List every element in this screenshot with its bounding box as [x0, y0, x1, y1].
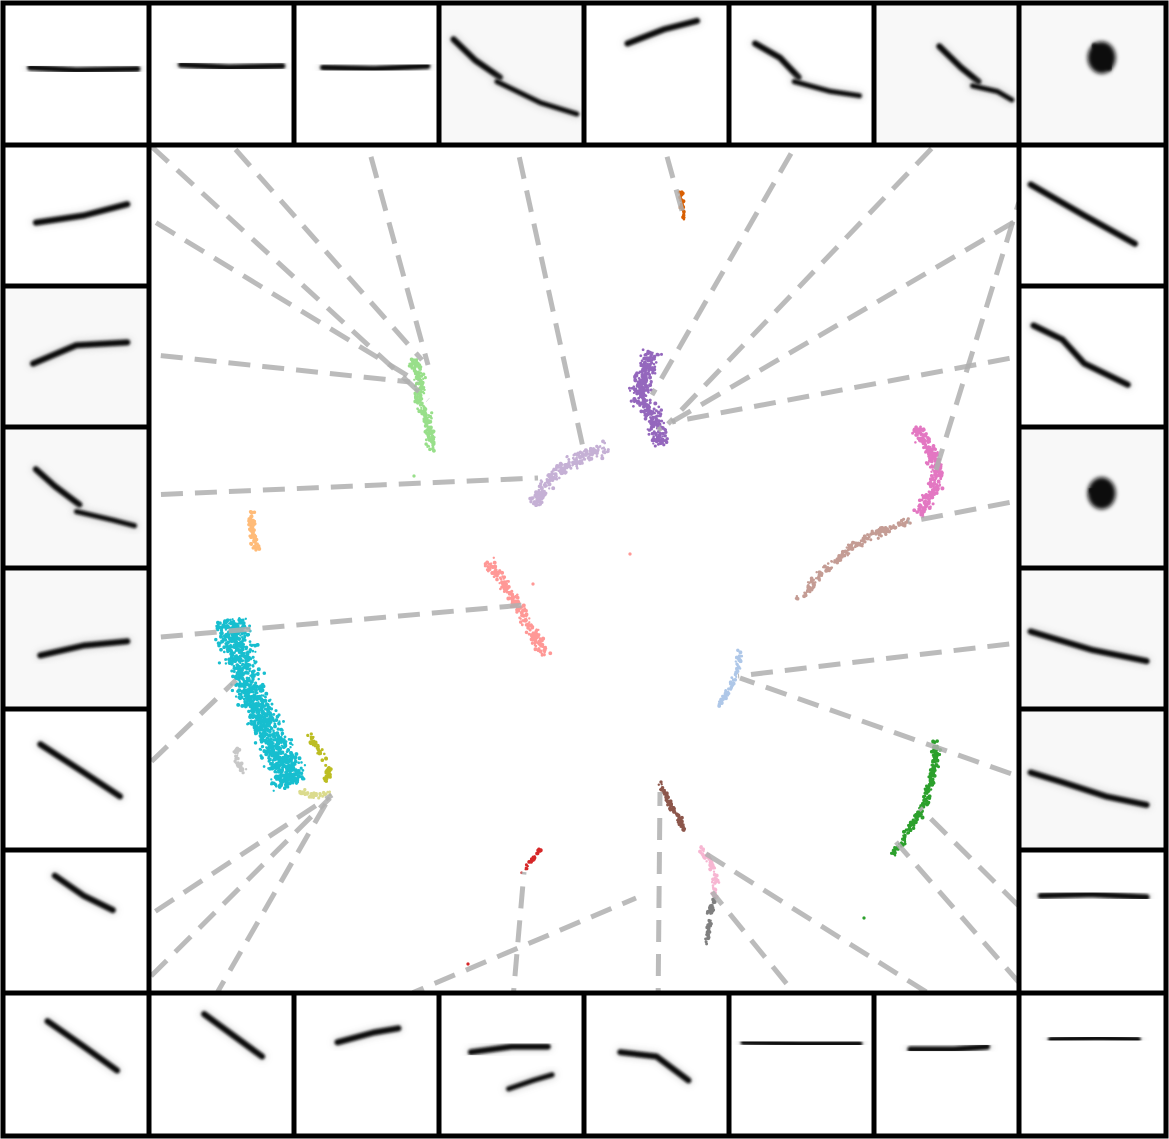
scatter-plot	[214, 190, 945, 966]
cluster-tan	[794, 517, 912, 601]
leader-line-10	[126, 349, 411, 385]
t-left-3	[4, 427, 149, 568]
leader-line-25	[655, 791, 663, 1011]
cluster-light-green	[407, 357, 436, 453]
leader-line-4	[509, 123, 587, 453]
cluster-gray	[704, 896, 717, 946]
t-top-3	[294, 4, 439, 145]
t-left-1	[4, 145, 149, 286]
leader-line-12	[126, 602, 525, 643]
cluster-salmon-outlier	[628, 552, 632, 556]
leader-line-13	[125, 678, 238, 787]
t-left-5	[4, 709, 149, 850]
leader-line-27	[698, 847, 957, 1013]
t-right-5	[1019, 709, 1164, 850]
cluster-light-gray	[232, 746, 248, 775]
cluster-brown	[657, 780, 687, 832]
leader-line-16	[671, 349, 1044, 425]
cluster-olive	[306, 732, 333, 783]
t-top-6	[729, 4, 874, 145]
t-top-4	[439, 4, 584, 145]
leader-lines	[125, 122, 1046, 1013]
leader-line-7	[666, 122, 957, 426]
cluster-light-green-outlier	[412, 474, 416, 478]
leader-line-22	[210, 798, 331, 1002]
t-left-2	[4, 286, 149, 427]
cluster-pink	[911, 425, 945, 519]
cluster-pale-olive	[298, 787, 332, 800]
t-right-2	[1019, 286, 1164, 427]
t-top-1	[4, 4, 149, 145]
leader-line-15	[656, 202, 1045, 433]
leader-line-18	[737, 637, 1044, 679]
t-right-6	[1019, 850, 1164, 993]
cluster-red	[520, 847, 543, 874]
cluster-peach	[247, 509, 262, 552]
leader-line-19	[739, 675, 1044, 788]
cluster-lavender	[528, 439, 610, 508]
t-bot-7	[874, 993, 1019, 1134]
t-bot-2	[149, 993, 294, 1134]
t-right-3	[1019, 427, 1164, 568]
t-top-2	[149, 4, 294, 145]
leader-line-14	[125, 792, 334, 933]
leader-line-8	[933, 123, 1046, 471]
leader-line-26	[710, 890, 810, 1012]
t-left-4	[4, 568, 149, 709]
leader-line-3	[359, 123, 431, 366]
cluster-red-outlier	[466, 962, 470, 966]
cluster-green	[889, 739, 943, 857]
t-right-1	[1019, 145, 1164, 286]
t-top-5	[584, 4, 729, 145]
t-left-6	[4, 850, 149, 993]
leader-line-20	[918, 806, 1045, 932]
t-right-4	[1019, 568, 1164, 709]
cluster-purple	[628, 348, 669, 448]
leader-line-24	[509, 871, 527, 1011]
leader-line-21	[125, 796, 332, 1002]
leader-line-11	[126, 475, 539, 499]
leader-line-6	[649, 122, 811, 397]
leader-line-17	[907, 493, 1044, 525]
t-bot-4	[439, 993, 584, 1134]
cluster-salmon-outlier	[531, 582, 535, 586]
t-bot-3	[294, 993, 439, 1134]
leader-line-1	[125, 122, 430, 402]
cluster-light-blue	[717, 648, 744, 708]
t-top-7	[874, 4, 1019, 145]
cluster-green-outlier	[862, 916, 866, 920]
t-bot-6	[729, 993, 874, 1134]
t-top-8	[1019, 4, 1164, 145]
leader-line-9	[125, 202, 420, 385]
leader-line-2	[211, 122, 424, 362]
t-bot-5	[584, 993, 729, 1134]
cluster-cyan	[214, 616, 307, 792]
t-bot-1	[4, 993, 149, 1134]
t-bot-8	[1019, 993, 1164, 1134]
